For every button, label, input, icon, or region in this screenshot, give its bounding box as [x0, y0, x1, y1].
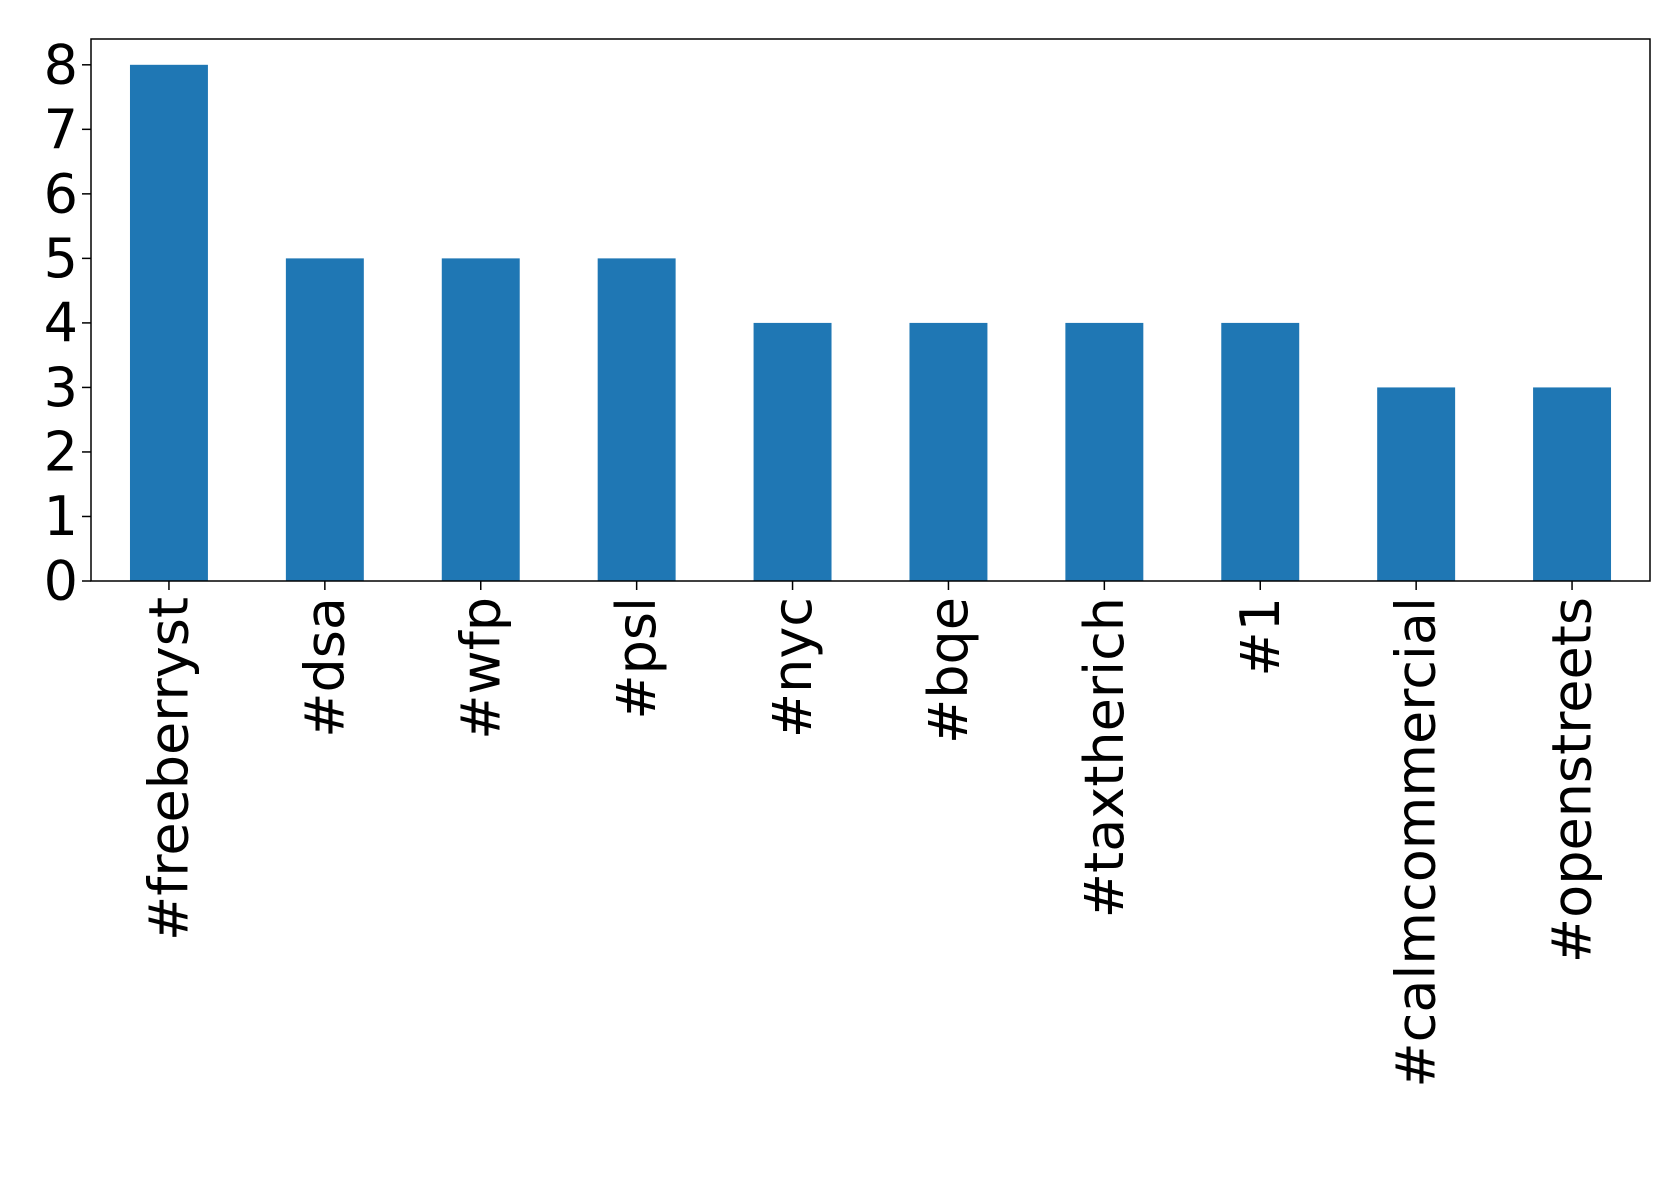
x-tick-label-8: #calmcommercial: [1385, 597, 1448, 1088]
x-tick-label-6: #taxtherich: [1073, 597, 1136, 918]
y-tick-label-7: 7: [44, 98, 78, 161]
x-tick-label-0: #freeberryst: [137, 597, 200, 941]
x-tick-label-1: #dsa: [293, 597, 356, 738]
bar-2: [441, 258, 520, 581]
y-tick-label-4: 4: [44, 291, 78, 354]
bars-group: [129, 64, 1612, 582]
bar-5: [909, 322, 988, 581]
x-axis: #freeberryst #dsa #wfp #psl #nyc #bqe #taxther…: [137, 581, 1604, 1088]
bar-0: [129, 64, 208, 582]
x-tick-label-5: #bqe: [917, 597, 980, 744]
bar-1: [285, 258, 364, 581]
x-tick-label-3: #psl: [605, 597, 668, 720]
y-tick-label-3: 3: [44, 356, 78, 419]
y-tick-label-1: 1: [44, 485, 78, 548]
y-tick-label-5: 5: [44, 227, 78, 290]
bar-7: [1221, 322, 1300, 581]
y-tick-label-2: 2: [44, 420, 78, 483]
x-tick-label-9: #openstreets: [1541, 597, 1604, 963]
x-tick-label-2: #wfp: [449, 597, 512, 740]
y-tick-label-0: 0: [44, 550, 78, 613]
x-tick-label-4: #nyc: [761, 597, 824, 738]
bar-9: [1533, 387, 1612, 581]
x-tick-label-7: #1: [1229, 597, 1292, 677]
y-tick-label-8: 8: [44, 33, 78, 96]
bar-3: [597, 258, 676, 581]
y-tick-label-6: 6: [44, 162, 78, 225]
bar-6: [1065, 322, 1144, 581]
bar-8: [1377, 387, 1456, 581]
plot-frame: [90, 38, 1651, 582]
bar-4: [753, 322, 832, 581]
